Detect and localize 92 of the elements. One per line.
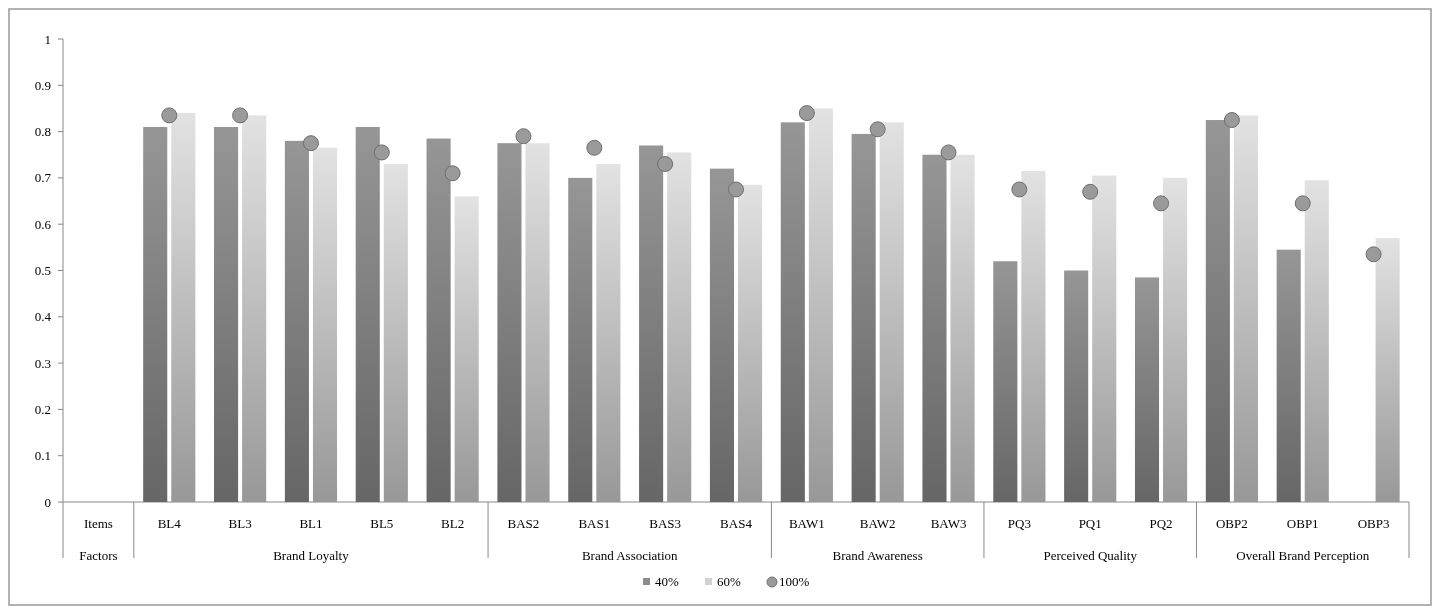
bar bbox=[1064, 270, 1089, 502]
x-tick-label: BL1 bbox=[299, 516, 323, 531]
text: Perceived Quality bbox=[1043, 548, 1138, 563]
x-tick-label: BAS3 bbox=[649, 516, 682, 531]
point bbox=[1294, 195, 1311, 212]
point bbox=[657, 156, 674, 173]
y-tick-label: 0.8 bbox=[34, 124, 51, 140]
point bbox=[1011, 181, 1028, 198]
x-tick-label: BL2 bbox=[441, 516, 465, 531]
bar bbox=[709, 168, 734, 502]
point bbox=[373, 144, 390, 161]
bar bbox=[1304, 180, 1329, 502]
point bbox=[1365, 246, 1382, 263]
y-tick-label: 0.1 bbox=[34, 448, 51, 464]
bar bbox=[1134, 277, 1160, 502]
bar bbox=[383, 164, 408, 502]
text: Overall Brand Perception bbox=[1236, 548, 1370, 563]
bar bbox=[1163, 177, 1188, 502]
x-tick-label: PQ3 bbox=[1007, 516, 1031, 531]
x-tick-label: BAS1 bbox=[578, 516, 611, 531]
bar bbox=[922, 154, 947, 502]
text: Brand Association bbox=[581, 548, 679, 563]
bar bbox=[1375, 238, 1400, 502]
bar bbox=[993, 261, 1018, 502]
y-tick-label: 0.5 bbox=[34, 263, 51, 279]
bar bbox=[454, 196, 479, 502]
bar bbox=[851, 133, 876, 502]
x-tick-label: BL5 bbox=[370, 516, 394, 531]
point bbox=[1082, 183, 1099, 200]
x-tick-label: OBP2 bbox=[1216, 516, 1248, 531]
x-tick-label: PQ1 bbox=[1078, 516, 1102, 531]
bar bbox=[667, 152, 692, 502]
point bbox=[444, 165, 461, 182]
x-tick-label: Items bbox=[83, 516, 113, 531]
x-tick-label: OBP3 bbox=[1357, 516, 1390, 531]
y-tick-label: 0.7 bbox=[34, 170, 52, 186]
point bbox=[728, 181, 744, 198]
bar bbox=[568, 177, 593, 502]
point bbox=[515, 128, 532, 145]
y-tick-label: 0.6 bbox=[34, 216, 52, 232]
bar bbox=[284, 140, 309, 502]
bar bbox=[312, 147, 338, 502]
point bbox=[1223, 112, 1240, 129]
bar bbox=[426, 138, 451, 502]
x-tick-label: BAW3 bbox=[930, 516, 967, 531]
x-tick-label: BAS2 bbox=[507, 516, 540, 531]
point bbox=[1153, 195, 1170, 212]
point bbox=[869, 121, 886, 138]
bar bbox=[738, 184, 763, 502]
bar bbox=[1021, 170, 1046, 502]
legend-label: 100% bbox=[779, 574, 810, 589]
bar bbox=[1205, 120, 1230, 502]
x-tick-label: BL3 bbox=[228, 516, 252, 531]
y-tick-label: 0.2 bbox=[34, 401, 51, 417]
legend-label: 60% bbox=[717, 574, 741, 589]
point bbox=[586, 139, 603, 156]
bar bbox=[355, 126, 380, 502]
x-tick-label: OBP1 bbox=[1286, 516, 1319, 531]
bar bbox=[780, 122, 805, 502]
x-tick-label: BAW2 bbox=[859, 516, 896, 531]
point bbox=[302, 135, 319, 152]
x-tick-label: BL4 bbox=[157, 516, 182, 531]
bar bbox=[242, 115, 267, 502]
y-tick-label: 0.3 bbox=[34, 355, 51, 371]
bar bbox=[950, 154, 975, 502]
legend-label: 40% bbox=[655, 574, 679, 589]
y-tick-label: 0.4 bbox=[34, 309, 52, 325]
y-tick-label: 0 bbox=[44, 494, 51, 510]
bar bbox=[171, 113, 196, 502]
text: Factors bbox=[79, 548, 118, 563]
y-tick-label: 1 bbox=[44, 31, 51, 47]
point bbox=[232, 107, 249, 124]
bar bbox=[596, 164, 621, 502]
bar bbox=[1233, 115, 1258, 502]
bar bbox=[639, 145, 664, 502]
bar bbox=[143, 126, 168, 502]
point bbox=[940, 144, 957, 161]
text: Brand Awareness bbox=[832, 548, 923, 563]
bar bbox=[1092, 175, 1117, 502]
text: Brand Loyalty bbox=[273, 548, 350, 563]
bar bbox=[879, 122, 904, 502]
bar bbox=[214, 126, 239, 502]
bar bbox=[808, 108, 833, 502]
bar bbox=[497, 143, 522, 502]
x-tick-label: PQ2 bbox=[1149, 516, 1173, 531]
x-tick-label: BAW1 bbox=[788, 516, 825, 531]
point bbox=[798, 105, 815, 122]
x-tick-label: BAS4 bbox=[720, 516, 753, 531]
bar bbox=[1276, 249, 1301, 502]
y-tick-label: 0.9 bbox=[34, 77, 51, 93]
bar bbox=[525, 143, 550, 502]
point bbox=[161, 107, 178, 124]
